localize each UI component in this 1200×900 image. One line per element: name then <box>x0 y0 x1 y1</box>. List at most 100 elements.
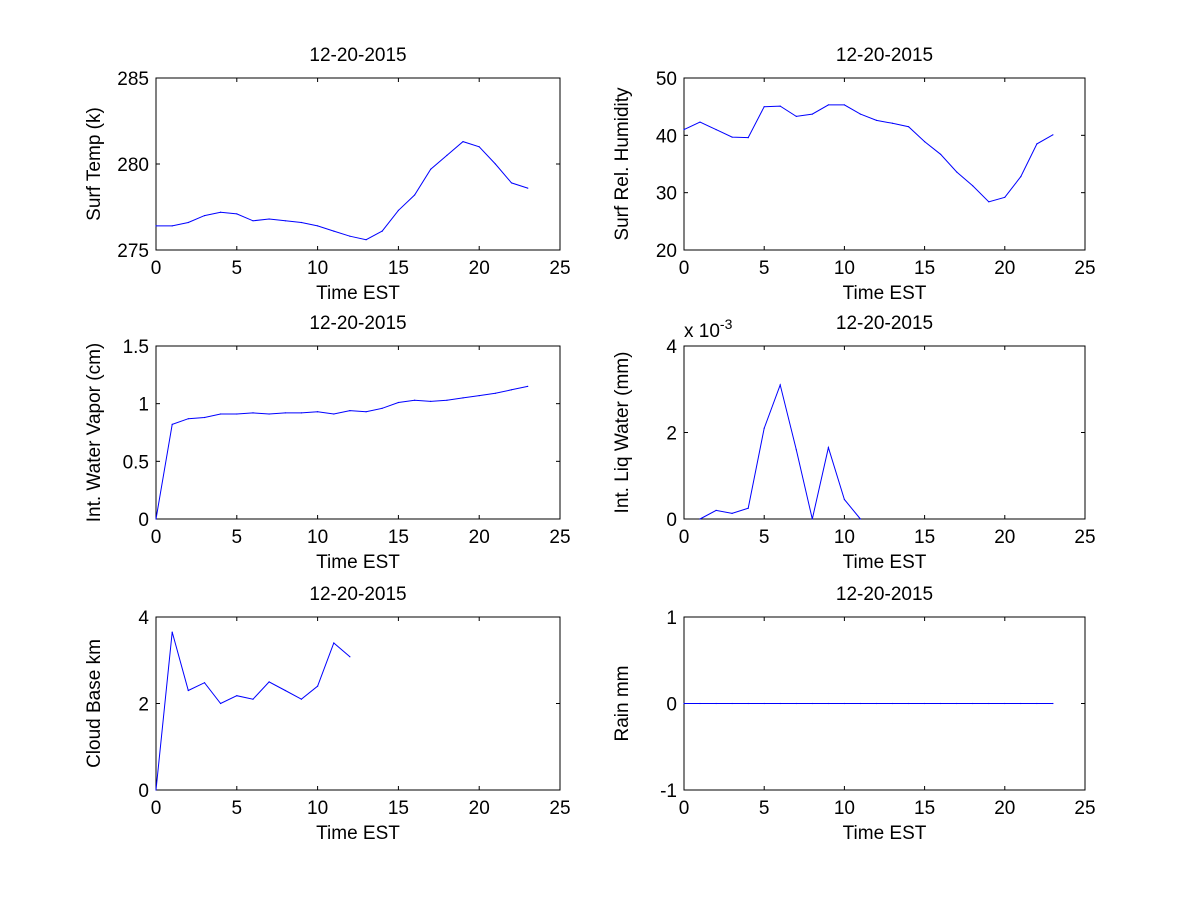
x-tick-label: 0 <box>151 527 162 548</box>
y-axis-label: Cloud Base km <box>84 639 105 768</box>
x-axis-label: Time EST <box>316 283 400 304</box>
data-point <box>414 194 416 196</box>
y-tick-label: 275 <box>117 241 149 262</box>
x-tick-label: 5 <box>759 527 770 548</box>
data-point <box>956 702 958 705</box>
data-point <box>268 681 270 683</box>
data-point <box>1036 702 1038 705</box>
data-point <box>300 698 302 700</box>
x-tick-label: 10 <box>307 258 328 279</box>
data-point <box>827 104 830 106</box>
subplot-1: 0 5 10 15 20 25 275 280 285 12-20-2015 Time EST Sur… <box>84 45 571 304</box>
x-tick-label: 15 <box>388 527 409 548</box>
y-tick-label: 1 <box>666 608 677 629</box>
data-point <box>763 702 765 705</box>
data-point <box>446 399 448 401</box>
x-tick-label: 25 <box>549 798 570 819</box>
data-point <box>252 412 254 414</box>
data-point <box>268 218 270 220</box>
subplot-5: 0 5 10 15 20 25 0 2 4 12-20-2015 Time EST Cloud Bas… <box>84 584 571 844</box>
data-point <box>220 413 222 415</box>
y-axis-label: Int. Liq Water (mm) <box>612 352 633 514</box>
data-point <box>333 642 335 644</box>
data-point <box>252 698 254 700</box>
data-point <box>956 171 958 173</box>
chart-title: 12-20-2015 <box>309 313 406 334</box>
subplot-3: 0 5 10 15 20 25 0 0.5 1 1.5 12-20-2015 Time EST Int.… <box>84 313 571 573</box>
data-point <box>478 146 480 148</box>
data-point <box>779 384 781 386</box>
data-point <box>349 410 351 412</box>
x-tick-label: 10 <box>307 527 328 548</box>
data-point <box>1020 176 1022 178</box>
data-point <box>908 702 910 705</box>
data-point <box>317 411 319 413</box>
data-point <box>155 518 157 520</box>
x-tick-label: 15 <box>914 258 935 279</box>
data-point <box>236 213 238 215</box>
data-point <box>494 392 496 394</box>
chart-title: 12-20-2015 <box>836 45 933 66</box>
data-point <box>187 221 189 224</box>
x-axis-label: Time EST <box>316 552 400 573</box>
x-tick-label: 0 <box>679 258 690 279</box>
data-point <box>317 685 319 687</box>
data-point <box>924 141 926 143</box>
x-tick-label: 5 <box>759 258 770 279</box>
data-point <box>333 413 335 415</box>
data-point <box>763 106 765 108</box>
data-point <box>430 168 432 170</box>
x-tick-label: 25 <box>549 258 570 279</box>
data-point <box>478 395 480 397</box>
y-tick-label: 0 <box>666 695 677 716</box>
data-point <box>747 702 749 705</box>
data-point <box>510 182 513 184</box>
x-tick-label: 25 <box>1074 527 1095 548</box>
data-point <box>940 153 942 155</box>
data-point <box>430 400 432 402</box>
data-point <box>972 702 974 705</box>
y-tick-label: 20 <box>656 241 677 262</box>
y-tick-label: 0 <box>666 510 677 531</box>
x-tick-label: 15 <box>914 527 935 548</box>
data-point <box>1052 134 1054 136</box>
data-point <box>891 122 894 124</box>
data-point <box>795 702 797 705</box>
x-tick-label: 5 <box>232 258 243 279</box>
y-tick-label: 2 <box>138 695 149 716</box>
data-point <box>187 689 189 692</box>
x-tick-label: 10 <box>834 798 855 819</box>
data-point <box>843 104 846 106</box>
data-point <box>414 399 416 401</box>
data-point <box>859 113 862 115</box>
y-tick-label: 0 <box>138 781 149 802</box>
y-tick-label: 1.5 <box>123 337 149 358</box>
data-point <box>811 702 813 705</box>
data-point <box>317 225 319 227</box>
axis-exponent-label: x 10-3 <box>684 316 733 342</box>
x-tick-label: 5 <box>232 527 243 548</box>
data-point <box>988 702 990 705</box>
data-point <box>843 702 846 705</box>
data-point <box>333 230 335 232</box>
y-tick-label: 4 <box>666 337 677 358</box>
data-point <box>171 225 173 227</box>
series-line <box>155 385 528 520</box>
data-point <box>284 220 286 222</box>
y-tick-label: 285 <box>117 69 149 90</box>
data-point <box>731 136 733 138</box>
y-tick-label: 0.5 <box>123 452 149 473</box>
x-tick-label: 5 <box>232 798 243 819</box>
series-line <box>156 141 528 241</box>
data-point <box>510 389 513 391</box>
y-axis-label: Rain mm <box>612 665 633 741</box>
exponent-base: x 10 <box>684 321 720 342</box>
x-tick-label: 15 <box>914 798 935 819</box>
y-axis-label: Surf Temp (k) <box>84 107 105 221</box>
data-point <box>527 385 529 387</box>
data-point <box>300 412 302 414</box>
data-point <box>1036 143 1038 145</box>
data-point <box>171 423 173 425</box>
x-axis-label: Time EST <box>843 823 927 844</box>
